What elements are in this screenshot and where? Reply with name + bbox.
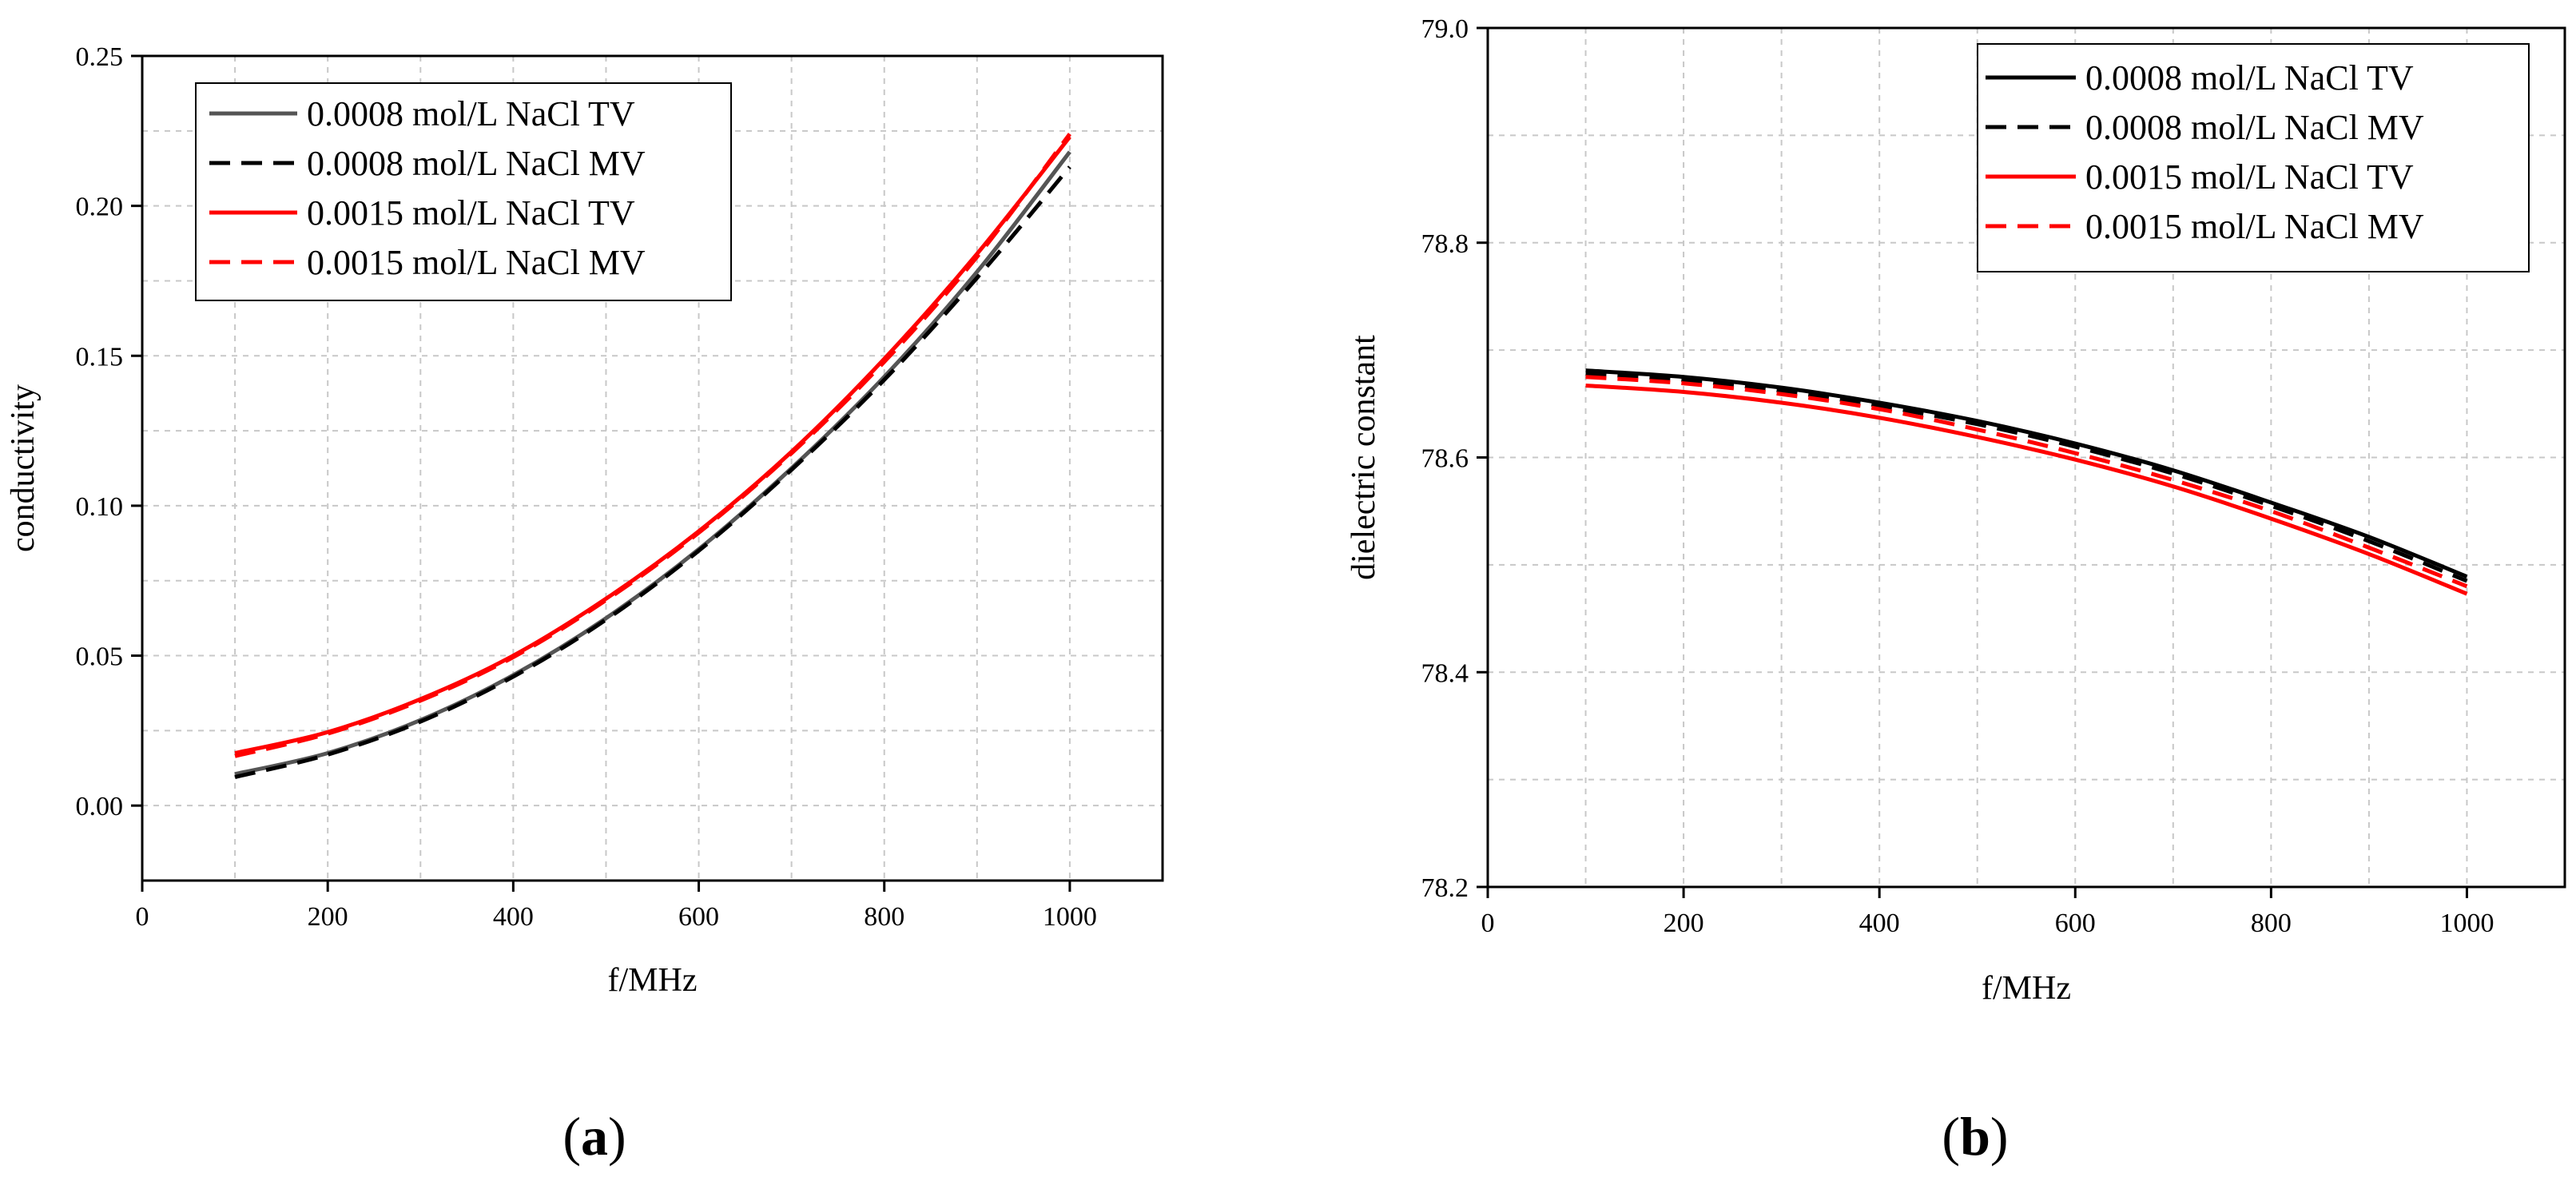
y-axis-label: dielectric constant: [1346, 335, 1382, 580]
legend-label-2: 0.0008 mol/L NaCl MV: [2085, 108, 2424, 147]
legend: 0.0008 mol/L NaCl TV 0.0008 mol/L NaCl MV…: [195, 82, 732, 301]
x-tick-label: 1000: [2439, 909, 2494, 938]
series-line-1: [1585, 368, 2468, 579]
x-axis-label: f/MHz: [1982, 970, 2071, 1007]
x-tick-label: 600: [2055, 909, 2096, 938]
y-tick-label: 78.8: [1421, 229, 1469, 259]
y-tick-label: 78.2: [1421, 873, 1469, 903]
x-tick-label: 0: [136, 902, 149, 932]
y-tick-label: 0.00: [76, 792, 124, 821]
chart-panel-b: 0 200 400 600 800 1000 78.2 78.4 78.6 78.8 79.0 f/M…: [1346, 14, 2566, 1007]
x-axis-label: f/MHz: [608, 962, 698, 999]
series-line-4: [234, 133, 1071, 758]
legend: 0.0008 mol/L NaCl TV 0.0008 mol/L NaCl MV…: [1977, 43, 2530, 272]
x-tick-label: 800: [864, 902, 904, 932]
x-tick-label: 200: [1664, 909, 1704, 938]
x-tick-label: 1000: [1043, 902, 1097, 932]
legend-label-4: 0.0015 mol/L NaCl MV: [307, 243, 646, 282]
y-tick-label: 78.4: [1421, 658, 1469, 688]
legend-label-3: 0.0015 mol/L NaCl TV: [307, 193, 635, 233]
x-tick-label: 0: [1481, 909, 1495, 938]
y-tick-label: 0.20: [76, 193, 124, 222]
y-tick-label: 0.25: [76, 42, 124, 72]
y-tick-label: 0.05: [76, 642, 124, 672]
x-tick-label: 600: [678, 902, 719, 932]
panel-label-b: (b): [1942, 1106, 2008, 1167]
legend-label-2: 0.0008 mol/L NaCl MV: [307, 144, 646, 183]
series-line-4: [1585, 375, 2468, 589]
legend-box: [195, 82, 732, 301]
x-tick-label: 400: [1859, 909, 1900, 938]
x-tick-label: 800: [2251, 909, 2292, 938]
series-line-2: [234, 165, 1071, 779]
y-axis-label: conductivity: [5, 384, 42, 552]
plot-frame: [141, 54, 1164, 882]
x-tick-label: 200: [308, 902, 348, 932]
panel-label-a: (a): [563, 1106, 626, 1167]
x-tick-label: 400: [493, 902, 534, 932]
y-tick-label: 0.15: [76, 342, 124, 372]
y-tick-label: 0.10: [76, 492, 124, 522]
legend-label-1: 0.0008 mol/L NaCl TV: [307, 94, 635, 133]
y-tick-label: 78.6: [1421, 444, 1469, 474]
series-line-3: [1585, 383, 2468, 596]
legend-box: [1977, 43, 2530, 272]
legend-label-4: 0.0015 mol/L NaCl MV: [2085, 207, 2424, 246]
series-line-2: [1585, 372, 2468, 583]
y-tick-label: 79.0: [1421, 14, 1469, 44]
legend-label-1: 0.0008 mol/L NaCl TV: [2085, 58, 2414, 97]
chart-panel-a: 0 200 400 600 800 1000 0.00 0.05 0.10 0.15 0.20 0.2…: [5, 42, 1164, 999]
legend-label-3: 0.0015 mol/L NaCl TV: [2085, 157, 2414, 197]
